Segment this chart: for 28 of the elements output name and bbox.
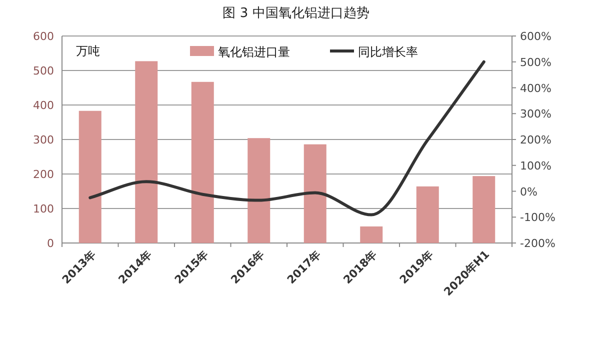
y2-tick-label: 500%: [520, 56, 552, 69]
legend-label: 氧化铝进口量: [218, 45, 290, 59]
y-tick-label: 0: [47, 237, 54, 250]
y-tick-label: 400: [33, 99, 54, 112]
y2-tick-label: 400%: [520, 82, 552, 95]
y-tick-label: 100: [33, 202, 54, 216]
bar: [472, 176, 496, 243]
chart-title: 图 3 中国氧化铝进口趋势: [222, 6, 370, 21]
y2-tick-label: 600%: [520, 30, 552, 43]
y-tick-label: 200: [33, 168, 54, 181]
bar: [304, 144, 326, 243]
legend-label: 同比增长率: [358, 45, 418, 59]
y-axis-title: 万吨: [76, 44, 100, 58]
y-tick-label: 600: [33, 30, 54, 43]
y2-tick-label: 200%: [520, 134, 552, 146]
bar: [78, 110, 102, 243]
y-tick-label: 300: [33, 134, 54, 146]
bar: [135, 61, 158, 243]
bar: [360, 226, 383, 243]
bar: [248, 138, 270, 243]
bar: [416, 186, 439, 243]
y2-tick-label: -200%: [520, 237, 556, 250]
y2-tick-label: 0%: [520, 185, 538, 198]
y2-tick-label: 300%: [520, 108, 552, 121]
y-tick-label: 500: [33, 64, 54, 78]
bar: [191, 82, 214, 243]
y2-tick-label: 100%: [520, 159, 552, 172]
y2-tick-label: -100%: [520, 211, 556, 224]
